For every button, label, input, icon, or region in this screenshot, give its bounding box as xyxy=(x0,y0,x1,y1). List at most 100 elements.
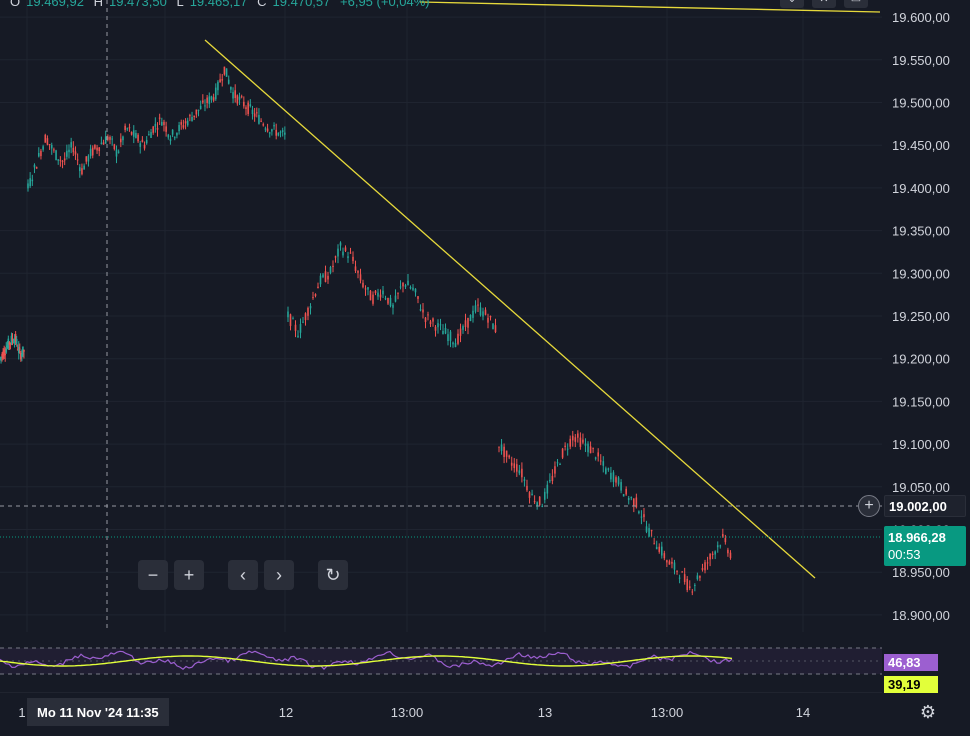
zoom-in-button[interactable]: + xyxy=(174,560,204,590)
close-icon[interactable]: ✕ xyxy=(812,0,836,8)
candle-body xyxy=(709,554,711,560)
candle-body xyxy=(10,335,13,344)
candle-body xyxy=(167,134,170,138)
settings-gear-icon[interactable]: ⚙ xyxy=(919,701,937,722)
candle-body xyxy=(180,122,183,125)
candle-body xyxy=(457,333,459,344)
candle-body xyxy=(444,327,447,334)
candle-body xyxy=(427,314,429,316)
open-value: 19.469,92 xyxy=(26,0,84,9)
candle-body xyxy=(104,136,107,144)
candle-body xyxy=(184,121,187,124)
candle-body xyxy=(487,317,489,323)
candle-body xyxy=(577,433,579,438)
candle-body xyxy=(594,457,597,459)
main-price-chart[interactable] xyxy=(0,0,882,632)
candle-body xyxy=(627,497,630,501)
chart-navigation-toolbar: − + ‹ › ↻ xyxy=(138,560,348,590)
candle-body xyxy=(234,90,236,99)
candle-body xyxy=(367,287,369,290)
candle-body xyxy=(526,485,528,491)
candle-body xyxy=(14,334,17,342)
candle-body xyxy=(223,66,226,75)
time-axis[interactable]: 1 12 13:00 13 13:00 14 xyxy=(0,692,970,736)
candle-body xyxy=(281,130,284,133)
reset-chart-button[interactable]: ↻ xyxy=(318,560,348,590)
candle-body xyxy=(454,343,457,348)
candle-body xyxy=(29,178,31,187)
candle-body xyxy=(666,560,668,563)
candle-body xyxy=(227,79,230,84)
candle-body xyxy=(605,468,607,474)
candle-body xyxy=(113,144,116,150)
candle-body xyxy=(399,286,402,288)
candlestick-series xyxy=(0,66,732,596)
candle-body xyxy=(173,137,176,139)
candle-body xyxy=(156,127,159,130)
candle-body xyxy=(302,321,304,323)
candle-body xyxy=(268,132,271,134)
candle-body xyxy=(597,452,599,457)
candle-body xyxy=(432,318,434,322)
candle-body xyxy=(382,290,384,295)
candle-body xyxy=(536,502,538,507)
candle-body xyxy=(122,136,124,141)
candle-body xyxy=(452,342,454,345)
candle-body xyxy=(176,132,178,136)
candle-body xyxy=(143,144,146,149)
candle-body xyxy=(96,147,98,151)
candle-body xyxy=(245,107,247,109)
price-tick-label: 19.150,00 xyxy=(892,394,950,409)
candle-body xyxy=(0,357,1,359)
window-icon[interactable]: ▭ xyxy=(844,0,868,8)
candle-body xyxy=(655,546,658,550)
scroll-left-button[interactable]: ‹ xyxy=(228,560,258,590)
candle-body xyxy=(12,341,15,343)
rsi-indicator-pane[interactable] xyxy=(0,632,882,692)
zoom-out-button[interactable]: − xyxy=(138,560,168,590)
candle-body xyxy=(372,294,374,304)
candle-body xyxy=(7,338,10,349)
candle-body xyxy=(253,113,256,117)
add-alert-plus-icon[interactable]: + xyxy=(858,495,880,517)
candle-body xyxy=(384,298,387,300)
price-axis[interactable]: 19.600,00 19.550,00 19.500,00 19.450,00 19.4… xyxy=(882,0,970,692)
scroll-right-button[interactable]: › xyxy=(264,560,294,590)
candle-body xyxy=(334,256,337,258)
crosshair-price-label: 19.002,00 xyxy=(884,495,966,517)
price-tick-label: 19.250,00 xyxy=(892,309,950,324)
candle-body xyxy=(620,482,622,491)
candle-body xyxy=(307,307,309,316)
candle-body xyxy=(564,445,566,447)
candle-body xyxy=(107,136,109,140)
candle-body xyxy=(44,134,47,143)
candle-body xyxy=(255,112,258,114)
candle-body xyxy=(724,538,727,543)
candle-body xyxy=(696,575,699,580)
candle-body xyxy=(587,443,589,453)
price-tick-label: 19.200,00 xyxy=(892,352,950,367)
candle-body xyxy=(706,562,709,564)
candle-body xyxy=(317,286,319,289)
candle-body xyxy=(556,462,559,464)
candle-body xyxy=(510,462,513,466)
time-tick-label: 1 xyxy=(18,705,25,720)
price-tick-label: 19.550,00 xyxy=(892,53,950,68)
candle-body xyxy=(15,338,18,344)
price-tick-label: 19.450,00 xyxy=(892,138,950,153)
candle-body xyxy=(523,479,526,481)
candle-body xyxy=(199,105,202,110)
price-tick-label: 19.050,00 xyxy=(892,480,950,495)
candle-body xyxy=(571,435,574,441)
candle-body xyxy=(711,553,714,555)
close-value: 19.470,57 xyxy=(272,0,331,9)
candle-body xyxy=(686,578,689,591)
time-tick-label: 13:00 xyxy=(391,705,424,720)
candle-body xyxy=(653,543,655,545)
candle-body xyxy=(53,149,55,151)
candle-body xyxy=(494,325,497,333)
candle-body xyxy=(489,316,492,318)
candle-body xyxy=(130,131,133,135)
candle-body xyxy=(359,274,362,281)
arrow-down-icon[interactable]: ⌄ xyxy=(780,0,804,8)
